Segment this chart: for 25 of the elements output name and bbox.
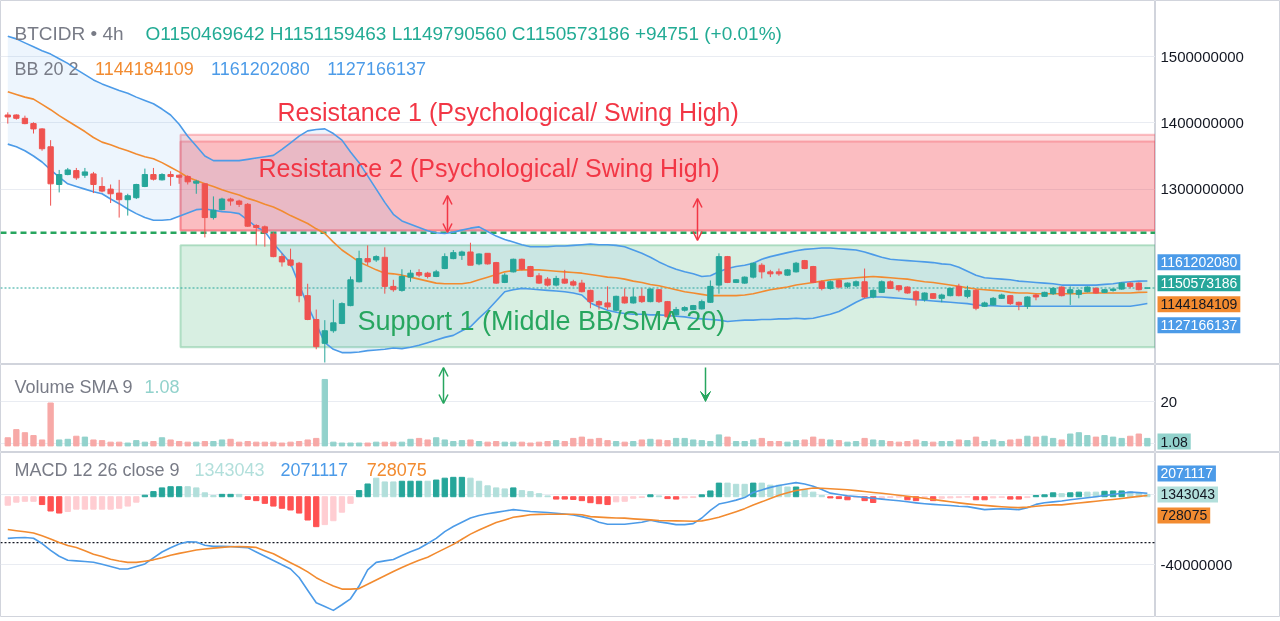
data-label: 2071117 [1160, 465, 1214, 482]
data-label: 1161202080 [1160, 254, 1238, 271]
annotation: 1161202080 [211, 59, 310, 79]
y-tick-label: 20 [1160, 392, 1178, 410]
annotation: 1127166137 [327, 59, 426, 79]
annotation: 1.08 [144, 377, 180, 397]
annotation: 1343043 [194, 460, 265, 480]
ref-line-label: 1150573186 [1160, 275, 1238, 292]
annotation: 728075 [366, 460, 427, 480]
y-tick-label: 1400000000 [1160, 113, 1244, 131]
chart-title: MACD 12 26 close 9 [14, 459, 180, 480]
text: O1150469642 H1151159463 L1149790560 C1150573186 +94751 (+0.01%) [145, 23, 782, 44]
y-tick-label: 1300000000 [1160, 180, 1244, 198]
text: BTCIDR • 4h [14, 23, 124, 44]
data-label: 728075 [1160, 507, 1208, 524]
y-tick-label: 1343043 [1160, 486, 1216, 503]
y-tick-label: 1.08 [1160, 433, 1188, 450]
text: Volume SMA 9 [14, 376, 133, 397]
band-label: Resistance 1 (Psychological/ Swing High) [277, 97, 739, 126]
annotation: 1144184109 [95, 59, 194, 79]
annotation: 2071117 [280, 460, 348, 480]
data-label: 1144184109 [1160, 296, 1238, 313]
data-label: 1127166137 [1160, 317, 1238, 334]
y-tick-label: -40000000 [1160, 555, 1233, 573]
y-tick-label: 1500000000 [1160, 47, 1244, 65]
